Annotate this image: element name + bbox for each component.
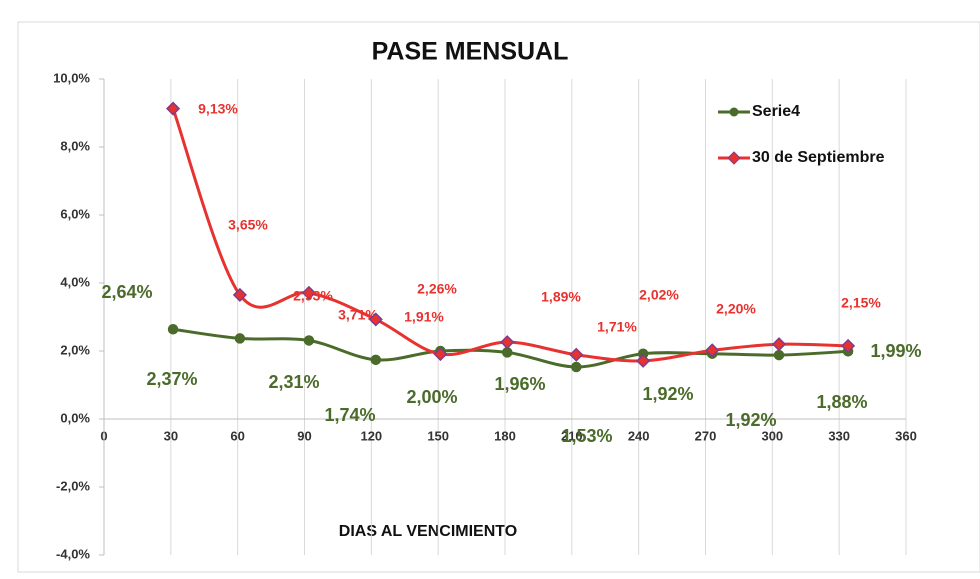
y-tick-label: 8,0%	[60, 138, 90, 153]
data-label: 2,37%	[146, 369, 197, 389]
data-point	[500, 335, 515, 350]
chart-frame	[17, 21, 980, 573]
data-point	[433, 346, 448, 362]
x-tick-label: 270	[695, 428, 717, 443]
data-label: 3,65%	[228, 217, 268, 233]
data-label: 2,20%	[716, 301, 756, 317]
x-tick-label: 240	[628, 428, 650, 443]
x-tick-label: 210	[561, 428, 583, 443]
y-tick-label: 0,0%	[60, 410, 90, 425]
data-point	[841, 338, 856, 353]
data-label: 1,71%	[597, 319, 637, 335]
x-tick-label: 30	[164, 428, 178, 443]
data-point	[232, 287, 247, 302]
data-point	[167, 323, 179, 335]
legend-marker	[729, 107, 739, 117]
data-point	[636, 353, 651, 368]
data-label: 2,15%	[841, 295, 881, 311]
data-label: 1,99%	[870, 341, 921, 361]
data-label: 2,02%	[639, 287, 679, 303]
x-tick-label: 150	[427, 428, 449, 443]
legend-marker	[727, 151, 741, 165]
series-line	[171, 108, 849, 363]
data-label: 2,26%	[417, 281, 457, 297]
data-label: 1,92%	[642, 384, 693, 404]
data-point	[569, 347, 584, 362]
data-label: 2,64%	[101, 282, 152, 302]
data-point	[771, 337, 787, 352]
data-label: 9,13%	[198, 101, 238, 117]
data-label: 3,71%	[338, 307, 378, 323]
data-label: 2,93%	[293, 288, 333, 304]
y-tick-label: 10,0%	[53, 70, 90, 85]
x-tick-label: 360	[895, 428, 917, 443]
data-label: 2,31%	[268, 372, 319, 392]
x-tick-label: 90	[297, 428, 311, 443]
y-tick-label: 2,0%	[60, 342, 90, 357]
x-tick-label: 300	[761, 428, 783, 443]
data-point	[370, 354, 382, 366]
data-label: 1,96%	[494, 374, 545, 394]
x-axis-label: DIAS AL VENCIMIENTO	[339, 523, 517, 540]
data-label: 1,91%	[404, 309, 444, 325]
data-label: 1,88%	[816, 392, 867, 412]
data-point	[571, 361, 582, 373]
x-tick-label: 60	[230, 428, 244, 443]
legend-label: 30 de Septiembre	[752, 149, 885, 166]
data-label: 2,00%	[406, 387, 457, 407]
chart-title: PASE MENSUAL	[372, 38, 569, 66]
data-label: 1,92%	[725, 410, 776, 430]
data-point	[301, 285, 317, 300]
y-tick-label: 4,0%	[60, 274, 90, 289]
y-tick-label: 6,0%	[60, 206, 90, 221]
data-point	[368, 312, 383, 327]
data-point	[166, 101, 181, 116]
x-tick-label: 330	[828, 428, 850, 443]
data-point	[705, 343, 720, 358]
y-tick-label: -2,0%	[56, 478, 90, 493]
y-tick-label: -4,0%	[56, 546, 90, 561]
data-point	[773, 349, 785, 361]
data-label: 1,89%	[541, 289, 581, 305]
data-label: 1,53%	[561, 426, 612, 446]
x-tick-label: 180	[494, 428, 516, 443]
data-label: 1,74%	[324, 405, 375, 425]
data-point	[234, 333, 246, 344]
legend-label: Serie4	[752, 103, 800, 120]
x-tick-label: 120	[360, 428, 382, 443]
data-point	[303, 335, 315, 346]
